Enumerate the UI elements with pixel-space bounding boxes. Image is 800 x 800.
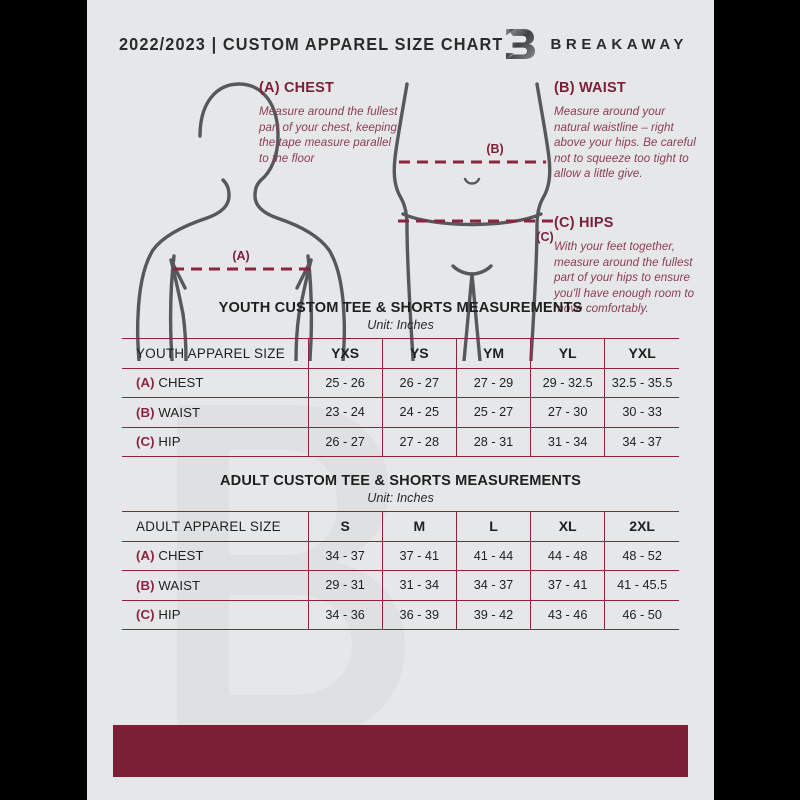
callout-waist-body: Measure around your natural waistline – … bbox=[554, 105, 696, 181]
adult-row-waist-label: (B) WAIST bbox=[122, 570, 309, 600]
brand-lockup: BREAKAWAY bbox=[503, 26, 688, 62]
adult-waist-m: 31 - 34 bbox=[381, 570, 457, 600]
adult-hip-2xl: 46 - 50 bbox=[604, 599, 679, 630]
navel-detail bbox=[463, 177, 481, 185]
waist-marker-label: (B) bbox=[486, 142, 503, 156]
callout-waist-title: (B) WAIST bbox=[554, 80, 626, 96]
youth-row-chest-label: (A) CHEST bbox=[122, 367, 309, 398]
hips-marker-label: (C) bbox=[536, 230, 553, 244]
callout-chest: (A) CHEST Measure around the fullest par… bbox=[259, 80, 401, 166]
adult-waist-s: 29 - 31 bbox=[307, 570, 383, 600]
size-chart-page: 2022/2023 | CUSTOM APPAREL SIZE CHART BR… bbox=[87, 0, 714, 800]
youth-waist-ym: 25 - 27 bbox=[455, 397, 531, 427]
adult-waist-2xl: 41 - 45.5 bbox=[604, 570, 679, 600]
youth-col-yl: YL bbox=[530, 338, 605, 368]
callout-chest-title: (A) CHEST bbox=[259, 80, 335, 96]
youth-size-table: YOUTH APPAREL SIZE YXS YS YM YL YXL (A) … bbox=[122, 338, 679, 457]
brand-name: BREAKAWAY bbox=[550, 35, 688, 53]
adult-hip-m: 36 - 39 bbox=[381, 599, 457, 630]
adult-hip-l: 39 - 42 bbox=[455, 599, 531, 630]
youth-col-yxl: YXL bbox=[604, 338, 679, 368]
callout-hips-title: (C) HIPS bbox=[554, 215, 614, 231]
adult-table-title: ADULT CUSTOM TEE & SHORTS MEASUREMENTS bbox=[219, 473, 582, 489]
youth-chest-yxs: 25 - 26 bbox=[307, 367, 383, 398]
youth-waist-yxs: 23 - 24 bbox=[307, 397, 383, 427]
table-row: (C) HIP 26 - 27 27 - 28 28 - 31 31 - 34 … bbox=[122, 426, 679, 457]
youth-chest-ym: 27 - 29 bbox=[455, 367, 531, 398]
adult-chest-m: 37 - 41 bbox=[381, 540, 457, 571]
adult-row-hip-label: (C) HIP bbox=[122, 599, 309, 630]
table-row: (A) CHEST 34 - 37 37 - 41 41 - 44 44 - 4… bbox=[122, 540, 679, 571]
youth-hip-yxs: 26 - 27 bbox=[307, 426, 383, 457]
adult-waist-xl: 37 - 41 bbox=[530, 570, 605, 600]
adult-size-table: ADULT APPAREL SIZE S M L XL 2XL (A) CHES… bbox=[122, 511, 679, 630]
youth-chest-yl: 29 - 32.5 bbox=[530, 367, 605, 398]
adult-col-2xl: 2XL bbox=[604, 511, 679, 541]
youth-chest-ys: 26 - 27 bbox=[381, 367, 457, 398]
youth-col-yxs: YXS bbox=[307, 338, 383, 368]
callout-hips-body: With your feet together, measure around … bbox=[554, 240, 695, 316]
table-header-row: YOUTH APPAREL SIZE YXS YS YM YL YXL bbox=[122, 338, 679, 368]
adult-waist-l: 34 - 37 bbox=[455, 570, 531, 600]
adult-row-chest-label: (A) CHEST bbox=[122, 540, 309, 571]
adult-table-unit: Unit: Inches bbox=[367, 491, 434, 505]
measurement-illustration: (A) (B) (C) (A) CHEST Measu bbox=[87, 66, 714, 361]
table-header-row: ADULT APPAREL SIZE S M L XL 2XL bbox=[122, 511, 679, 541]
youth-hip-yl: 31 - 34 bbox=[530, 426, 605, 457]
callout-chest-body: Measure around the fullest part of your … bbox=[259, 105, 398, 165]
youth-hip-ys: 27 - 28 bbox=[381, 426, 457, 457]
adult-col-m: M bbox=[381, 511, 457, 541]
table-row: (B) WAIST 29 - 31 31 - 34 34 - 37 37 - 4… bbox=[122, 570, 679, 600]
youth-col-ys: YS bbox=[381, 338, 457, 368]
youth-waist-yxl: 30 - 33 bbox=[604, 397, 679, 427]
adult-chest-2xl: 48 - 52 bbox=[604, 540, 679, 571]
youth-waist-ys: 24 - 25 bbox=[381, 397, 457, 427]
table-row: (A) CHEST 25 - 26 26 - 27 27 - 29 29 - 3… bbox=[122, 367, 679, 398]
youth-chest-yxl: 32.5 - 35.5 bbox=[604, 367, 679, 398]
adult-chest-xl: 44 - 48 bbox=[530, 540, 605, 571]
youth-row-waist-label: (B) WAIST bbox=[122, 397, 309, 427]
table-row: (B) WAIST 23 - 24 24 - 25 25 - 27 27 - 3… bbox=[122, 397, 679, 427]
youth-table-title: YOUTH CUSTOM TEE & SHORTS MEASUREMENTS bbox=[218, 300, 583, 316]
page-header: 2022/2023 | CUSTOM APPAREL SIZE CHART BR… bbox=[87, 24, 714, 64]
footer-bar bbox=[113, 725, 688, 777]
page-title: 2022/2023 | CUSTOM APPAREL SIZE CHART bbox=[119, 33, 504, 54]
table-row: (C) HIP 34 - 36 36 - 39 39 - 42 43 - 46 … bbox=[122, 599, 679, 630]
youth-waist-yl: 27 - 30 bbox=[530, 397, 605, 427]
adult-size-table-block: ADULT CUSTOM TEE & SHORTS MEASUREMENTS U… bbox=[122, 473, 679, 630]
youth-row-hip-label: (C) HIP bbox=[122, 426, 309, 457]
callout-waist: (B) WAIST Measure around your natural wa… bbox=[554, 80, 696, 182]
adult-col-s: S bbox=[307, 511, 383, 541]
adult-hip-xl: 43 - 46 bbox=[530, 599, 605, 630]
chest-marker-label: (A) bbox=[232, 249, 249, 263]
youth-table-unit: Unit: Inches bbox=[367, 318, 434, 332]
callout-hips: (C) HIPS With your feet together, measur… bbox=[554, 215, 696, 317]
youth-hip-ym: 28 - 31 bbox=[455, 426, 531, 457]
breakaway-b-logo-icon bbox=[506, 29, 536, 59]
youth-hip-yxl: 34 - 37 bbox=[604, 426, 679, 457]
youth-col-ym: YM bbox=[455, 338, 531, 368]
adult-chest-s: 34 - 37 bbox=[307, 540, 383, 571]
adult-chest-l: 41 - 44 bbox=[455, 540, 531, 571]
adult-hip-s: 34 - 36 bbox=[307, 599, 383, 630]
youth-size-table-block: YOUTH CUSTOM TEE & SHORTS MEASUREMENTS U… bbox=[122, 300, 679, 457]
adult-col-xl: XL bbox=[530, 511, 605, 541]
adult-col-l: L bbox=[455, 511, 531, 541]
adult-corner-header: ADULT APPAREL SIZE bbox=[122, 511, 309, 541]
youth-corner-header: YOUTH APPAREL SIZE bbox=[122, 338, 309, 368]
